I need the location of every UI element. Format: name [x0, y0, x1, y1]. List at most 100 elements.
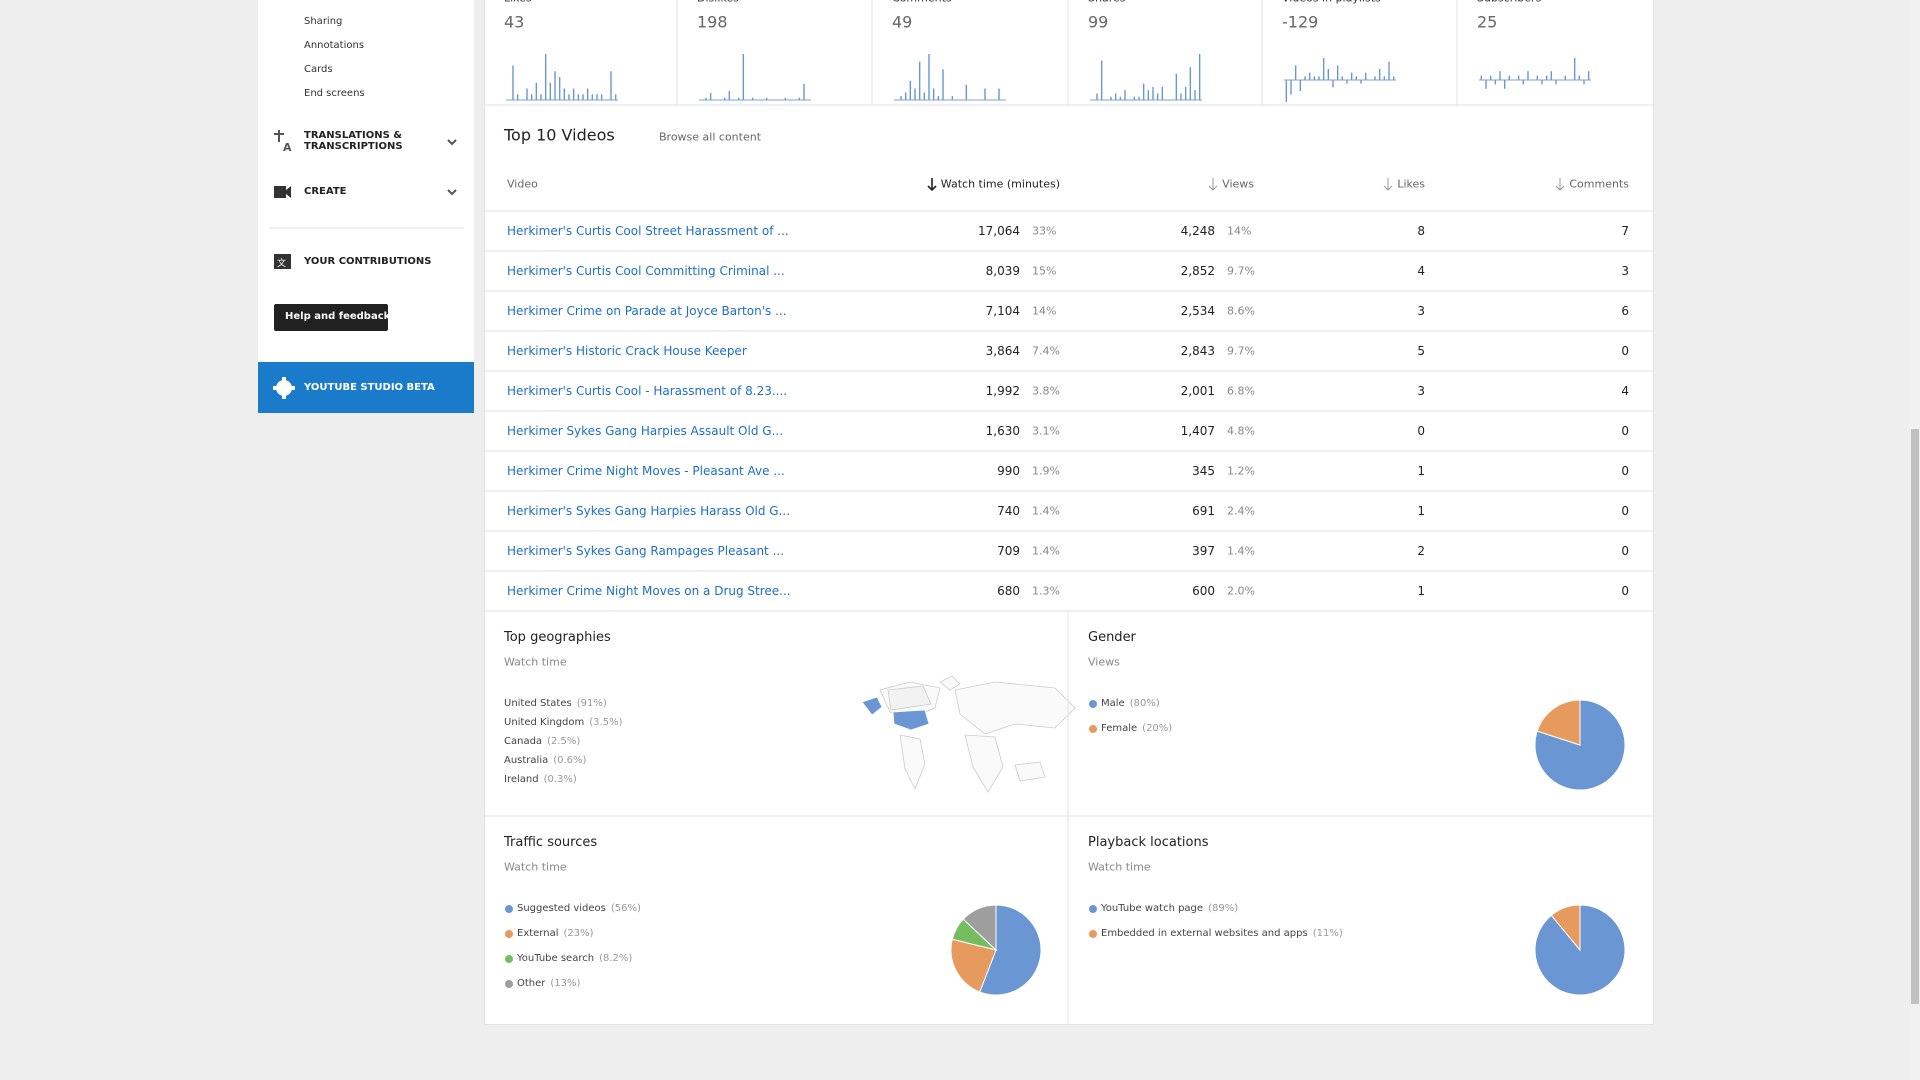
watch-pct: 1.4%: [1032, 504, 1060, 518]
column-header[interactable]: Views: [1222, 177, 1254, 191]
comments: 0: [1621, 463, 1629, 478]
likes: 5: [1417, 343, 1425, 358]
video-link[interactable]: Herkimer's Curtis Cool Committing Crimin…: [507, 263, 785, 278]
metric-label: Likes: [504, 0, 532, 5]
metric-label: Dislikes: [697, 0, 739, 5]
watch-pct: 1.9%: [1032, 464, 1060, 478]
comments: 3: [1621, 263, 1629, 278]
metric-value: 99: [1088, 12, 1109, 32]
views: 2,001: [1180, 383, 1215, 398]
views: 2,843: [1180, 343, 1215, 358]
watch-pct: 1.3%: [1032, 584, 1060, 598]
legend-label: External (23%): [517, 928, 594, 939]
comments: 6: [1621, 303, 1629, 318]
video-link[interactable]: Herkimer Sykes Gang Harpies Assault Old …: [507, 423, 784, 438]
video-link[interactable]: Herkimer Crime on Parade at Joyce Barton…: [507, 303, 787, 318]
legend-value: (13%): [550, 978, 581, 989]
views-pct: 9.7%: [1227, 344, 1255, 358]
main-panel: [484, 0, 1654, 1025]
video-link[interactable]: Herkimer Crime Night Moves on a Drug Str…: [507, 583, 791, 598]
metric-label: Videos in playlists: [1282, 0, 1381, 5]
sidebar-item[interactable]: Cards: [304, 64, 333, 75]
geo-share: (0.6%): [553, 755, 587, 766]
sidebar-section[interactable]: YOUR CONTRIBUTIONS: [304, 256, 432, 267]
views: 691: [1192, 503, 1215, 518]
comments: 0: [1621, 583, 1629, 598]
video-link[interactable]: Herkimer's Curtis Cool - Harassment of 8…: [507, 383, 788, 398]
legend-value: (89%): [1208, 903, 1239, 914]
watch-time: 740: [997, 503, 1020, 518]
watch-pct: 33%: [1032, 224, 1057, 238]
watch-pct: 7.4%: [1032, 344, 1060, 358]
video-link[interactable]: Herkimer's Sykes Gang Rampages Pleasant …: [507, 543, 785, 558]
likes: 1: [1417, 583, 1425, 598]
watch-time: 3,864: [985, 343, 1020, 358]
legend-label: Other (13%): [517, 978, 581, 989]
watch-pct: 15%: [1032, 264, 1057, 278]
video-link[interactable]: Herkimer's Sykes Gang Harpies Harass Old…: [507, 503, 791, 518]
help-button[interactable]: [274, 304, 388, 331]
column-header[interactable]: Comments: [1569, 177, 1629, 191]
views-pct: 1.4%: [1227, 544, 1255, 558]
legend-label: Suggested videos (56%): [517, 903, 641, 914]
comments: 0: [1621, 543, 1629, 558]
sidebar-item[interactable]: Sharing: [304, 16, 343, 27]
likes: 1: [1417, 503, 1425, 518]
help-label[interactable]: Help and feedback: [285, 311, 391, 322]
panel-subtitle: Watch time: [1088, 860, 1151, 874]
scrollbar-thumb[interactable]: [1911, 429, 1919, 1004]
geo-item: Ireland (0.3%): [504, 774, 577, 785]
video-link[interactable]: Herkimer's Curtis Cool Street Harassment…: [507, 223, 789, 238]
likes: 0: [1417, 423, 1425, 438]
legend-value: (80%): [1129, 698, 1160, 709]
panel-title: Gender: [1088, 630, 1136, 646]
views: 397: [1192, 543, 1215, 558]
sidebar-item[interactable]: End screens: [304, 88, 365, 99]
views-pct: 2.0%: [1227, 584, 1255, 598]
geo-share: (3.5%): [589, 717, 623, 728]
table-title: Top 10 Videos: [504, 125, 615, 145]
metric-value: 43: [504, 12, 525, 32]
legend-label: Embedded in external websites and apps (1…: [1101, 928, 1343, 939]
video-link[interactable]: Herkimer's Historic Crack House Keeper: [507, 343, 747, 358]
watch-pct: 3.8%: [1032, 384, 1060, 398]
likes: 3: [1417, 303, 1425, 318]
metric-label: Comments: [892, 0, 952, 5]
views: 2,852: [1180, 263, 1215, 278]
browse-link[interactable]: Browse all content: [659, 130, 762, 144]
watch-time: 17,064: [978, 223, 1020, 238]
metric-value: 25: [1477, 12, 1498, 32]
metric-value: 49: [892, 12, 913, 32]
geo-share: (91%): [576, 698, 607, 709]
sidebar-section[interactable]: CREATE: [304, 186, 347, 197]
geo-item: Australia (0.6%): [504, 755, 587, 766]
watch-time: 1,630: [985, 423, 1020, 438]
sidebar-section[interactable]: TRANSCRIPTIONS: [304, 141, 403, 152]
legend-value: (8.2%): [599, 953, 633, 964]
watch-time: 709: [997, 543, 1020, 558]
panel-title: Playback locations: [1088, 835, 1209, 851]
legend-label: Male (80%): [1101, 698, 1160, 709]
views: 1,407: [1180, 423, 1215, 438]
panel-subtitle: Watch time: [504, 655, 567, 669]
panel-subtitle: Views: [1088, 655, 1120, 669]
column-header[interactable]: Likes: [1397, 177, 1425, 191]
studio-label[interactable]: YOUTUBE STUDIO BETA: [304, 382, 435, 393]
views-pct: 9.7%: [1227, 264, 1255, 278]
column-header: Video: [507, 177, 538, 191]
watch-time: 1,992: [985, 383, 1020, 398]
legend-value: (20%): [1142, 723, 1173, 734]
panel-title: Top geographies: [504, 630, 611, 646]
comments: 0: [1621, 343, 1629, 358]
likes: 1: [1417, 463, 1425, 478]
metric-value: 198: [697, 12, 728, 32]
sidebar-item[interactable]: Comments: [304, 0, 358, 4]
sidebar-item[interactable]: Annotations: [304, 40, 365, 51]
legend-label: YouTube search (8.2%): [517, 953, 633, 964]
geo-item: United States (91%): [504, 698, 607, 709]
column-header[interactable]: Watch time (minutes): [940, 177, 1060, 191]
sidebar-section[interactable]: TRANSLATIONS &: [304, 130, 402, 141]
geo-share: (2.5%): [547, 736, 581, 747]
panel-subtitle: Watch time: [504, 860, 567, 874]
video-link[interactable]: Herkimer Crime Night Moves - Pleasant Av…: [507, 463, 785, 478]
